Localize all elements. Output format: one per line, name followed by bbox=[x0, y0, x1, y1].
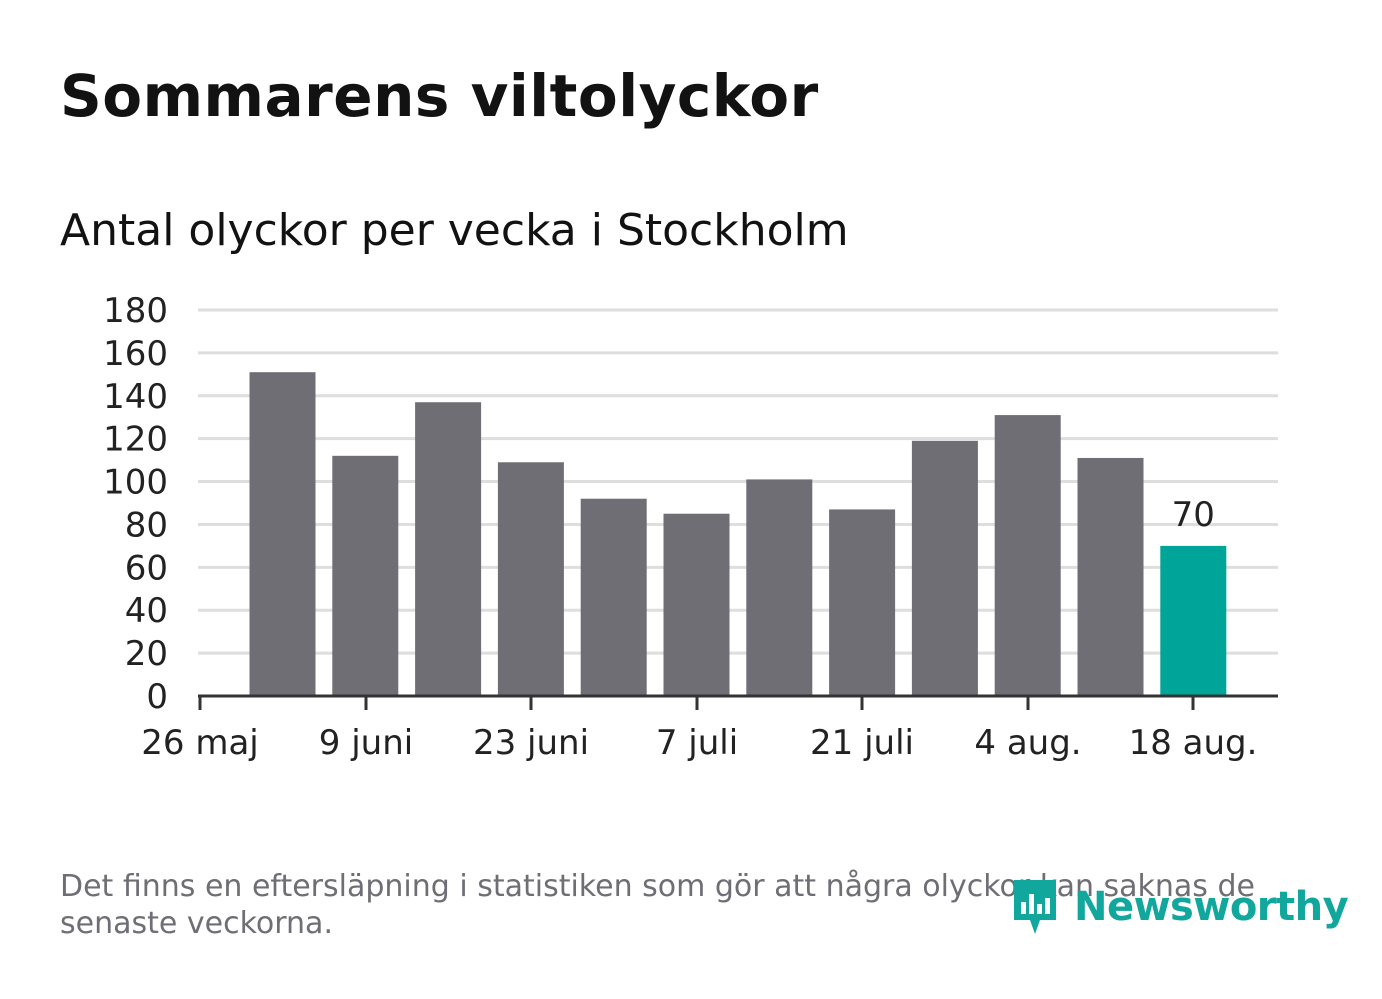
bar bbox=[1077, 457, 1144, 696]
x-tick-label: 26 maj bbox=[141, 723, 258, 763]
x-tick-label: 9 juni bbox=[319, 723, 413, 763]
y-tick-label: 20 bbox=[125, 634, 168, 674]
bar bbox=[911, 440, 978, 696]
bar bbox=[994, 415, 1061, 696]
data-label: 70 bbox=[1172, 495, 1215, 535]
y-tick-label: 40 bbox=[125, 591, 168, 631]
y-tick-label: 100 bbox=[103, 463, 168, 503]
logo-text: Newsworthy bbox=[1074, 884, 1349, 930]
y-tick-label: 80 bbox=[125, 505, 168, 545]
bar bbox=[415, 402, 482, 696]
y-tick-label: 120 bbox=[103, 420, 168, 460]
x-tick-label: 4 aug. bbox=[974, 723, 1081, 763]
x-tick-label: 23 juni bbox=[473, 723, 589, 763]
y-tick-label: 140 bbox=[103, 377, 168, 417]
bar-highlight bbox=[1160, 545, 1227, 696]
bar bbox=[497, 462, 564, 696]
y-tick-label: 160 bbox=[103, 334, 168, 374]
x-tick-label: 7 juli bbox=[656, 723, 738, 763]
bar bbox=[663, 513, 730, 696]
x-tick-label: 18 aug. bbox=[1129, 723, 1258, 763]
chart-subtitle: Antal olyckor per vecka i Stockholm bbox=[60, 205, 849, 256]
newsworthy-logo: Newsworthy bbox=[1010, 876, 1349, 938]
y-tick-label: 0 bbox=[146, 677, 168, 717]
bar bbox=[332, 455, 399, 696]
y-tick-label: 60 bbox=[125, 548, 168, 588]
x-tick-label: 21 juli bbox=[810, 723, 914, 763]
bar bbox=[829, 509, 896, 696]
bar bbox=[580, 498, 647, 696]
y-tick-label: 180 bbox=[103, 291, 168, 331]
newsworthy-logo-icon bbox=[1014, 880, 1056, 934]
bar bbox=[249, 372, 316, 696]
chart-title: Sommarens viltolyckor bbox=[60, 62, 819, 130]
bar bbox=[746, 479, 813, 696]
